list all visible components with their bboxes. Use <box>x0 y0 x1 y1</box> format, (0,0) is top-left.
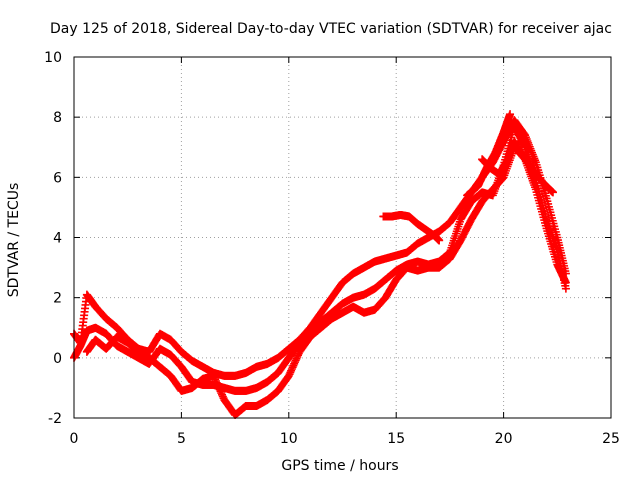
x-axis-label: GPS time / hours <box>281 458 398 474</box>
series-track-6 <box>478 137 558 197</box>
y-tick-label: 10 <box>44 50 62 66</box>
y-tick-label: 6 <box>53 170 62 186</box>
y-tick-label: 2 <box>53 291 62 307</box>
series-track-1 <box>70 116 570 380</box>
x-tick-label: 0 <box>70 431 79 447</box>
data-point <box>561 278 570 287</box>
plot-frame <box>73 56 612 419</box>
x-tick-labels: 0 5 10 15 20 25 <box>70 431 620 447</box>
y-tick-label: 0 <box>53 351 62 367</box>
x-tick-label: 15 <box>387 431 405 447</box>
y-tick-label: 8 <box>53 110 62 126</box>
x-tick-label: 5 <box>177 431 186 447</box>
data-series <box>70 110 570 419</box>
chart-title: Day 125 of 2018, Sidereal Day-to-day VTE… <box>50 21 612 37</box>
y-tick-label: -2 <box>48 411 62 427</box>
grid-lines <box>74 57 611 418</box>
y-tick-label: 4 <box>53 231 62 247</box>
series-track-3 <box>82 143 570 419</box>
series-track-4 <box>379 210 444 245</box>
x-tick-label: 10 <box>280 431 298 447</box>
y-tick-labels: -2 0 2 4 6 8 10 <box>44 50 62 427</box>
data-point <box>549 188 558 197</box>
data-point <box>506 110 515 119</box>
x-tick-label: 20 <box>495 431 513 447</box>
x-tick-label: 25 <box>602 431 620 447</box>
y-axis-label: SDTVAR / TECUs <box>6 183 22 298</box>
series-track-5 <box>463 110 515 200</box>
data-point <box>435 236 444 245</box>
